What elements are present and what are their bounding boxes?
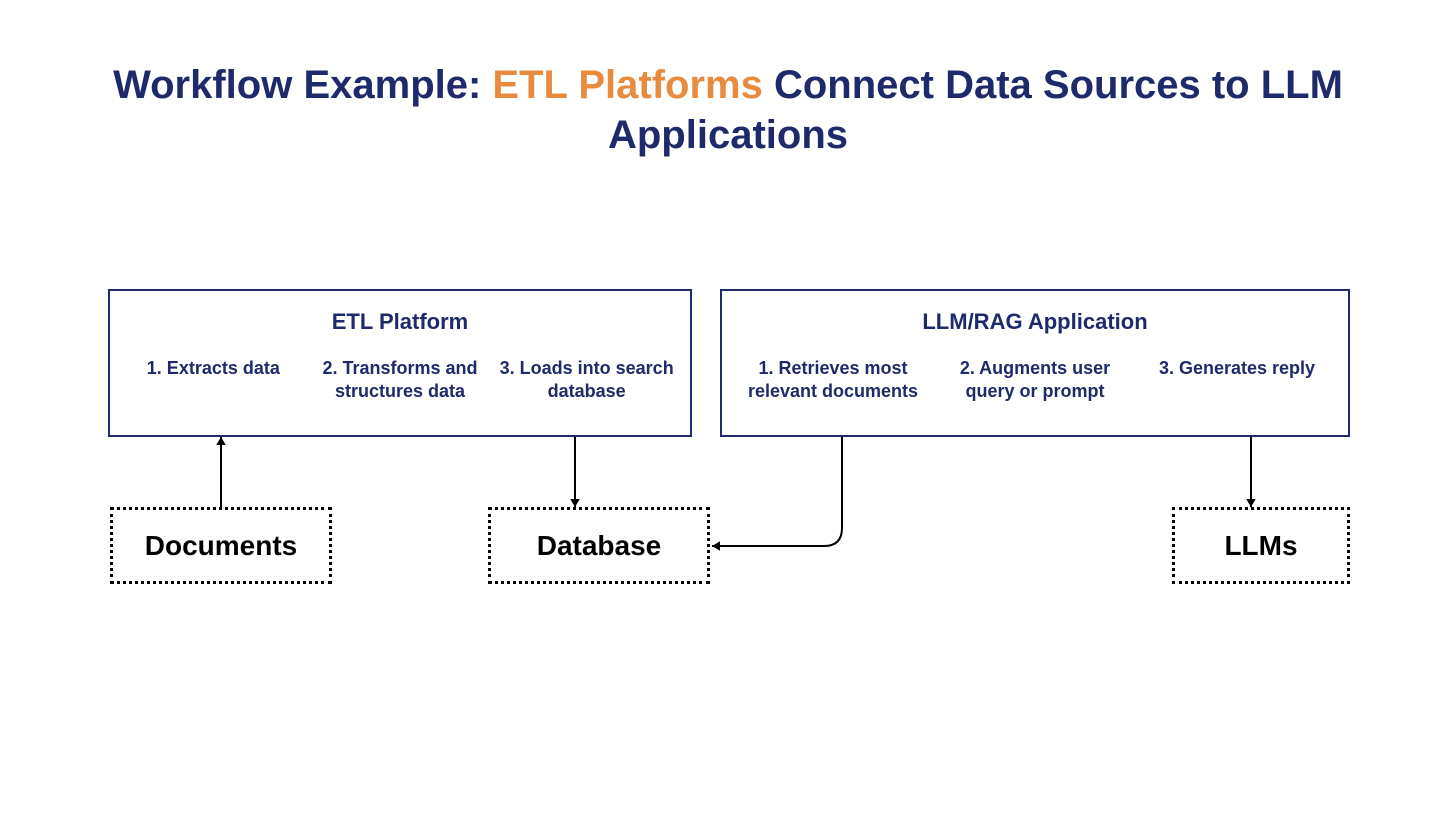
rag-step-3: 3. Generates reply (1136, 357, 1338, 380)
diagram-title: Workflow Example: ETL Platforms Connect … (0, 60, 1456, 160)
database-node: Database (488, 507, 710, 584)
etl-steps-row: 1. Extracts data 2. Transforms and struc… (110, 357, 690, 404)
etl-platform-header: ETL Platform (110, 309, 690, 335)
rag-step-2: 2. Augments user query or prompt (934, 357, 1136, 404)
diagram-canvas: Workflow Example: ETL Platforms Connect … (0, 0, 1456, 819)
rag-application-header: LLM/RAG Application (722, 309, 1348, 335)
etl-step-3: 3. Loads into search database (493, 357, 680, 404)
llms-label: LLMs (1224, 530, 1297, 562)
etl-step-1: 1. Extracts data (120, 357, 307, 380)
documents-node: Documents (110, 507, 332, 584)
rag-steps-row: 1. Retrieves most relevant documents 2. … (722, 357, 1348, 404)
documents-label: Documents (145, 530, 297, 562)
rag-to-database (712, 437, 842, 546)
etl-platform-box: ETL Platform 1. Extracts data 2. Transfo… (108, 289, 692, 437)
rag-application-box: LLM/RAG Application 1. Retrieves most re… (720, 289, 1350, 437)
database-label: Database (537, 530, 662, 562)
etl-step-2: 2. Transforms and structures data (307, 357, 494, 404)
llms-node: LLMs (1172, 507, 1350, 584)
rag-step-1: 1. Retrieves most relevant documents (732, 357, 934, 404)
